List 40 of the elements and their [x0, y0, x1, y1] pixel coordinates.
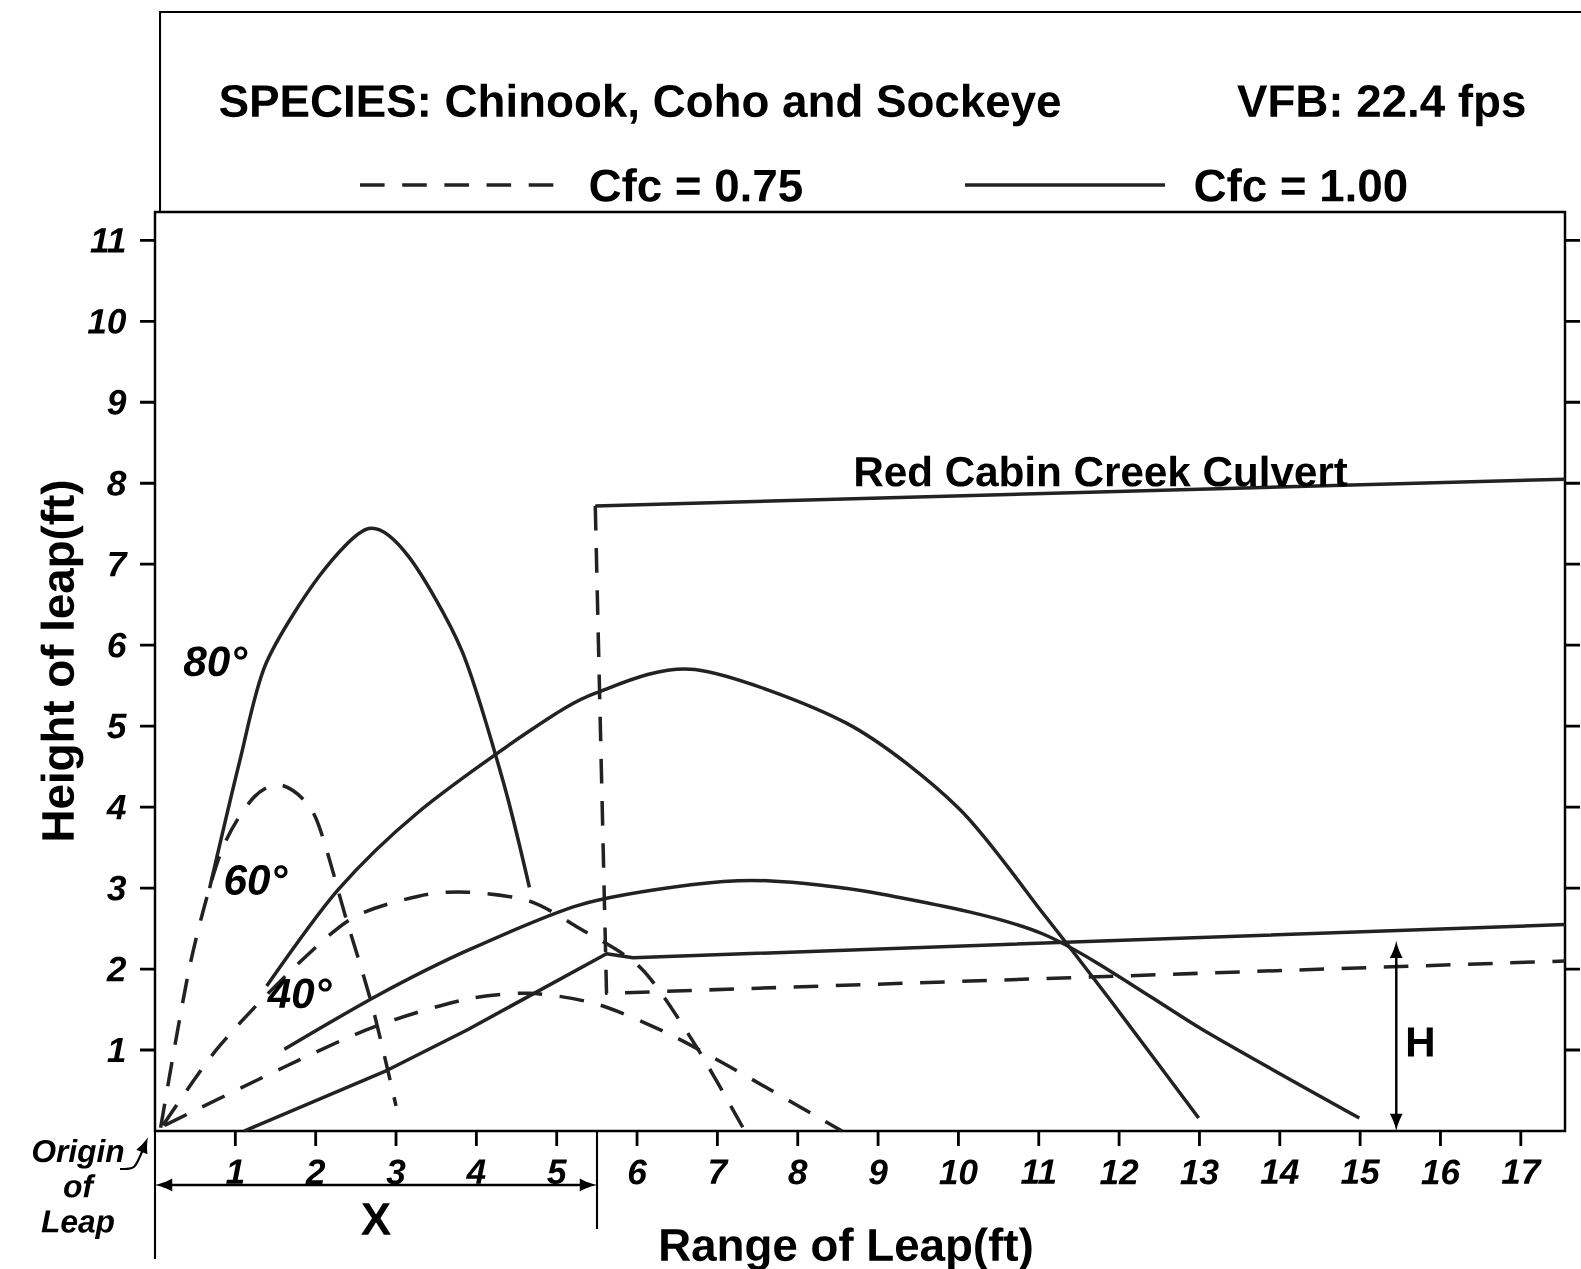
annotation: 40° [267, 978, 332, 1009]
x-tick-label: 14 [1260, 1159, 1299, 1184]
y-tick-label: 1 [107, 1037, 125, 1063]
x-tick-label: 8 [788, 1159, 808, 1185]
legend-label: Cfc = 1.00 [1195, 168, 1407, 202]
x-tick-label: 7 [710, 1159, 729, 1184]
annotation: 80° [183, 646, 248, 677]
x-tick-label: 15 [1341, 1159, 1381, 1185]
x-tick-label: 17 [1501, 1159, 1542, 1184]
y-tick-label: 5 [107, 713, 127, 739]
y-tick-label: 7 [109, 552, 128, 577]
annotation: Red Cabin Creek Culvert [856, 455, 1348, 487]
y-axis-title: Height of leap(ft) [40, 481, 84, 840]
text: Origin of Leap [32, 1139, 124, 1239]
legend-label: Cfc = 0.75 [590, 168, 802, 202]
x-tick-label: 6 [628, 1159, 648, 1185]
y-tick-label: 3 [107, 875, 127, 901]
text: X [361, 1203, 391, 1235]
x-tick-label: 1 [226, 1159, 244, 1184]
y-tick-label: 2 [106, 956, 127, 982]
x-tick-label: 5 [547, 1159, 567, 1185]
y-tick-label: 11 [90, 228, 125, 253]
x-tick-label: 11 [1021, 1159, 1056, 1184]
x-tick-label: 3 [386, 1159, 406, 1185]
x-tick-label: 16 [1421, 1159, 1461, 1185]
y-tick-label: 6 [108, 632, 127, 658]
y-tick-label: 10 [87, 308, 127, 334]
chart-subtitle: VFB: 22.4 fps [1237, 83, 1525, 127]
y-tick-label: 9 [107, 389, 127, 415]
x-tick-label: 9 [869, 1159, 888, 1185]
annotation: H [1407, 1027, 1433, 1057]
x-tick-label: 10 [939, 1159, 978, 1185]
x-tick-label: 12 [1100, 1159, 1139, 1185]
chart-title: SPECIES: Chinook, Coho and Sockeye [219, 83, 1060, 127]
y-tick-label: 8 [107, 470, 127, 496]
y-tick-label: 4 [106, 795, 126, 820]
x-tick-label: 2 [305, 1159, 326, 1185]
annotation: 60° [225, 865, 288, 895]
x-tick-label: 13 [1180, 1159, 1219, 1185]
x-tick-label: 4 [465, 1159, 486, 1184]
